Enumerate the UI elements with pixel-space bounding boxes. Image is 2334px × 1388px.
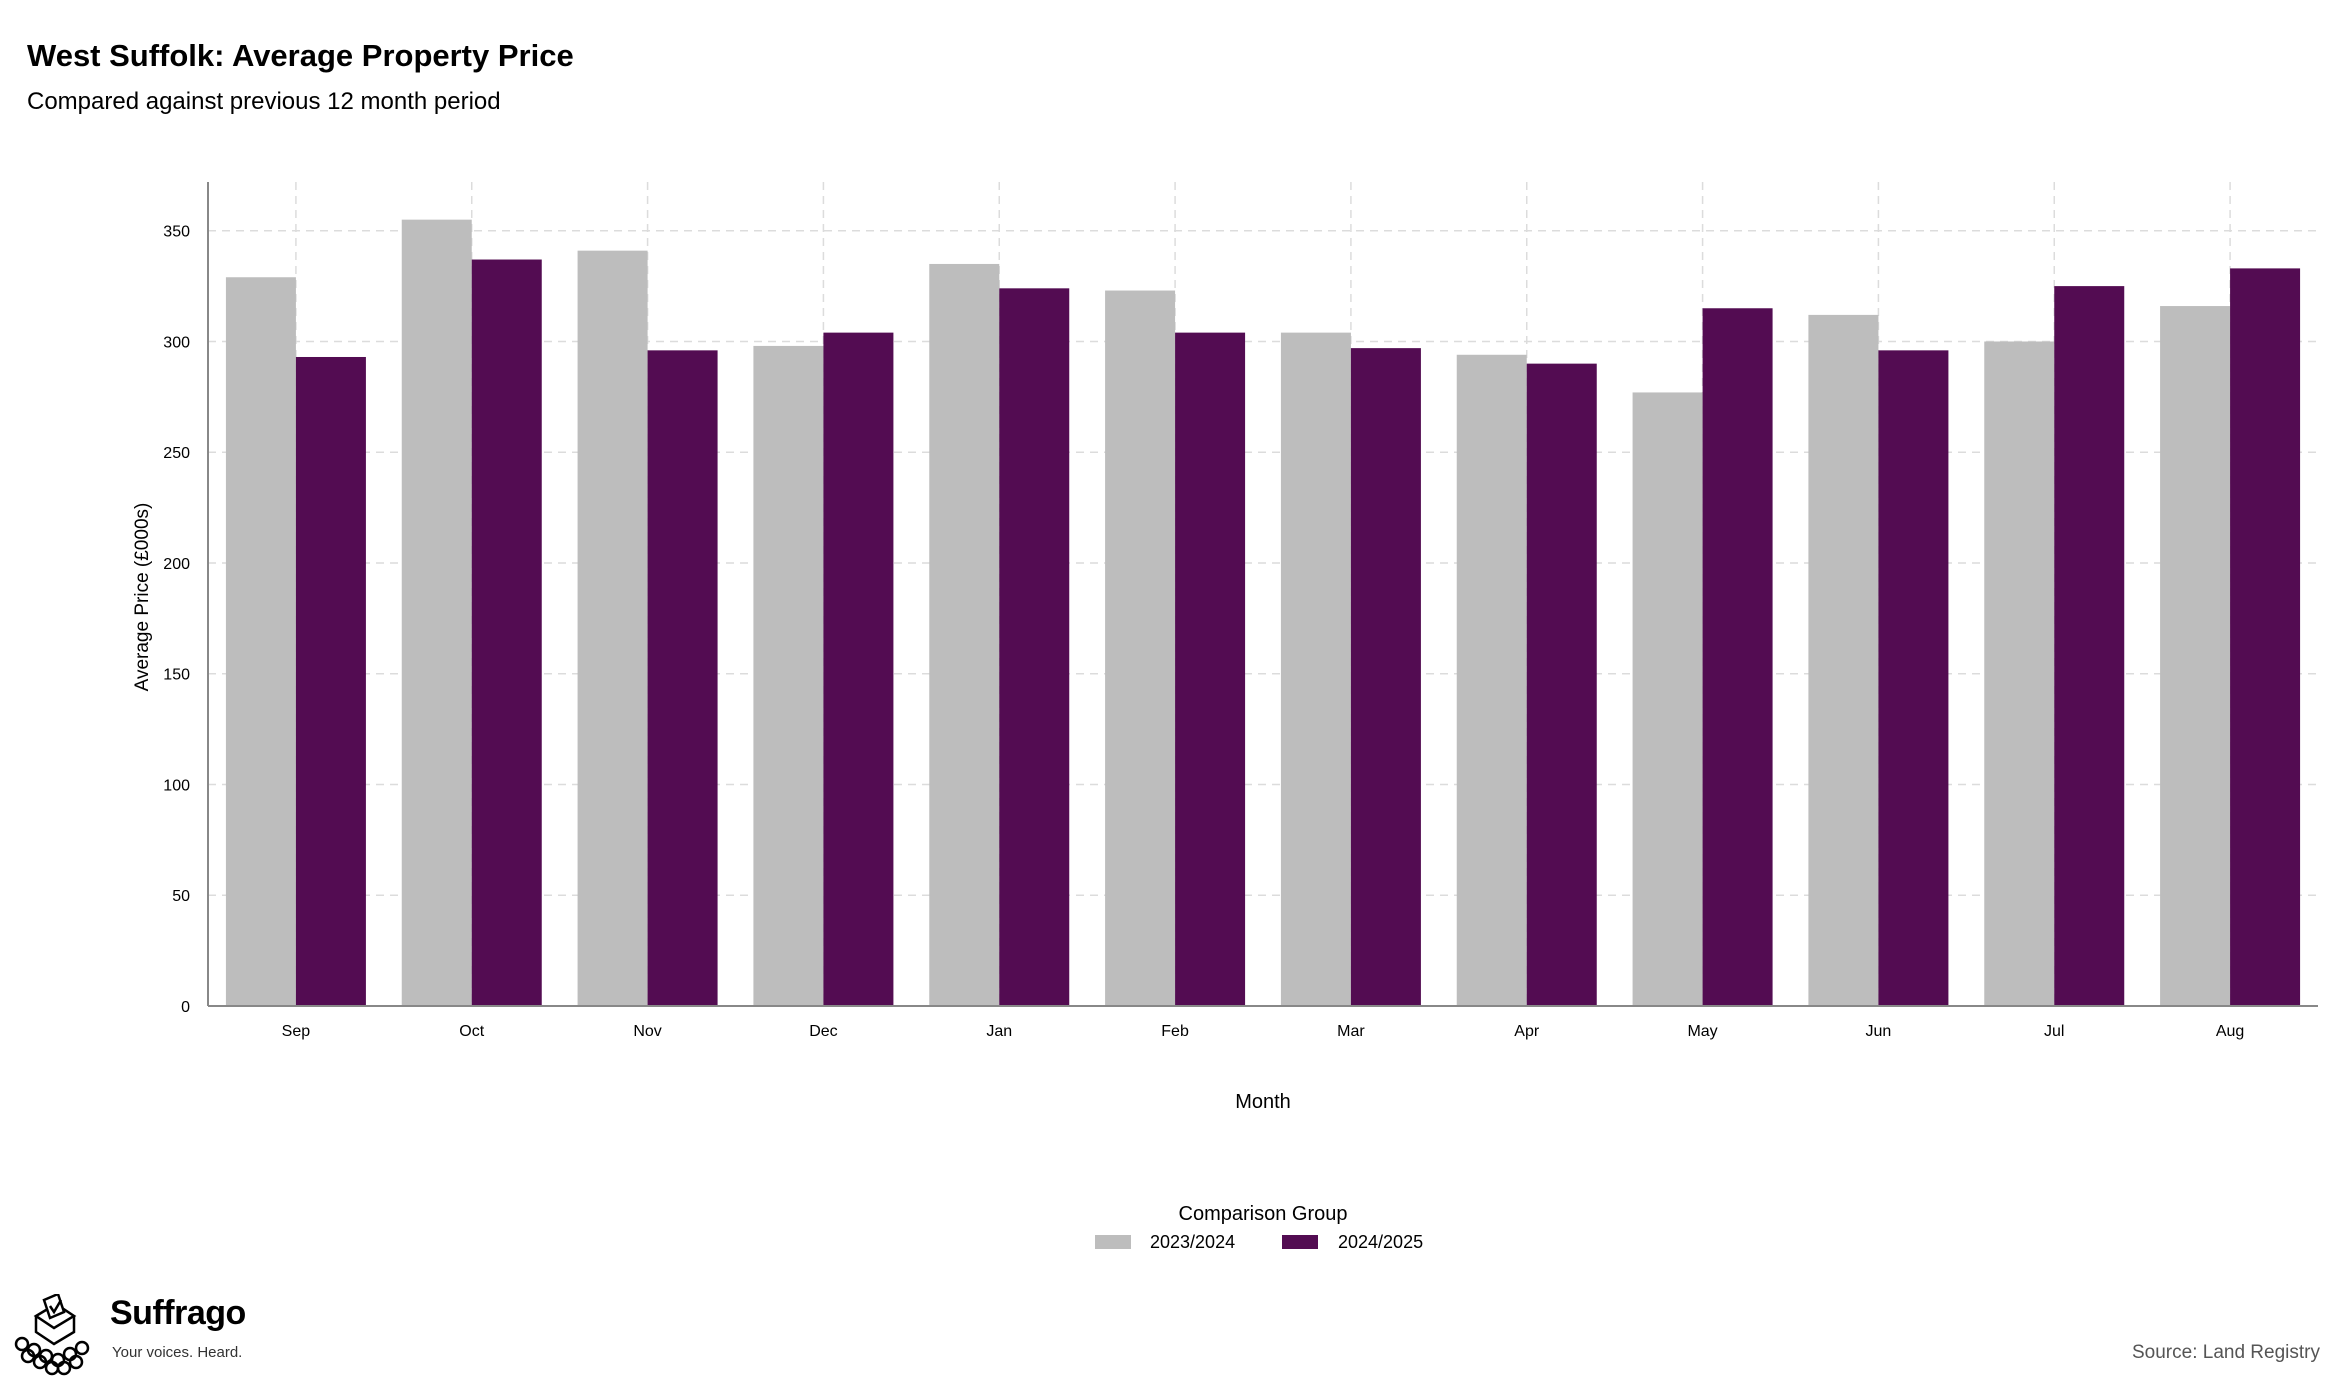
- chart-subtitle: Compared against previous 12 month perio…: [27, 88, 501, 115]
- x-tick-label: Jan: [986, 1023, 1012, 1040]
- brand-logo: Suffrago Your voices. Heard.: [14, 1294, 274, 1376]
- x-tick-label: May: [1687, 1023, 1717, 1040]
- x-tick-label: Mar: [1337, 1023, 1365, 1040]
- bar-2023-2024-jul: [1984, 341, 2055, 1006]
- legend-title: Comparison Group: [1179, 1203, 1348, 1225]
- source-note: Source: Land Registry: [2132, 1342, 2320, 1363]
- legend-swatch-2024-2025: [1282, 1235, 1318, 1249]
- bar-2023-2024-dec: [753, 345, 824, 1007]
- bar-2023-2024-jun: [1808, 314, 1879, 1007]
- y-tick-label: 200: [163, 556, 190, 573]
- x-tick-label: Dec: [809, 1023, 837, 1040]
- bar-2024-2025-aug: [2230, 268, 2301, 1006]
- bar-2024-2025-may: [1702, 308, 1773, 1006]
- bar-2024-2025-feb: [1175, 332, 1246, 1006]
- bar-2023-2024-aug: [2160, 306, 2231, 1007]
- chart-title: West Suffolk: Average Property Price: [27, 38, 574, 73]
- x-tick-label: Apr: [1514, 1023, 1540, 1040]
- bar-2024-2025-sep: [295, 356, 366, 1006]
- bars: [225, 219, 2301, 1007]
- y-tick-label: 50: [172, 888, 190, 905]
- legend-label-2024-2025: 2024/2025: [1338, 1232, 1423, 1252]
- x-tick-label: Feb: [1161, 1023, 1189, 1040]
- y-axis-label: Average Price (£000s): [132, 503, 153, 692]
- bar-2024-2025-jul: [2054, 286, 2125, 1006]
- y-tick-label: 150: [163, 667, 190, 684]
- bar-2024-2025-jan: [999, 288, 1070, 1006]
- x-tick-label: Jul: [2044, 1023, 2064, 1040]
- bar-2024-2025-jun: [1878, 350, 1949, 1006]
- bar-2023-2024-sep: [225, 277, 296, 1006]
- bar-2023-2024-feb: [1105, 290, 1176, 1007]
- bar-2024-2025-apr: [1526, 363, 1597, 1006]
- y-tick-label: 100: [163, 777, 190, 794]
- y-tick-label: 300: [163, 334, 190, 351]
- x-tick-label: Oct: [459, 1023, 484, 1040]
- bar-2024-2025-oct: [471, 259, 542, 1007]
- x-tick-label: Sep: [282, 1023, 311, 1040]
- x-tick-label: Jun: [1866, 1023, 1892, 1040]
- y-tick-label: 350: [163, 224, 190, 241]
- bar-2023-2024-may: [1632, 392, 1703, 1006]
- bar-2023-2024-nov: [577, 250, 648, 1006]
- x-tick-label: Aug: [2216, 1023, 2244, 1040]
- x-axis-label: Month: [1235, 1091, 1291, 1113]
- x-tick-label: Nov: [633, 1023, 661, 1040]
- bar-2023-2024-oct: [401, 219, 472, 1007]
- bar-2023-2024-mar: [1280, 332, 1351, 1006]
- bar-2023-2024-apr: [1456, 354, 1527, 1007]
- axes: 0 50 100 150 200 250 300 350 Sep Oct Nov Dec Jan Feb M…: [163, 182, 2318, 1040]
- bar-2023-2024-jan: [929, 263, 1000, 1006]
- bar-2024-2025-nov: [647, 350, 718, 1006]
- brand-name: Suffrago: [110, 1294, 246, 1332]
- bar-2024-2025-dec: [823, 332, 894, 1006]
- legend-swatch-2023-2024: [1095, 1235, 1131, 1249]
- y-tick-label: 0: [181, 999, 190, 1016]
- legend: Comparison Group 2023/2024 2024/2025: [1095, 1203, 1423, 1252]
- bar-2024-2025-mar: [1350, 348, 1421, 1006]
- legend-label-2023-2024: 2023/2024: [1150, 1232, 1235, 1252]
- y-tick-label: 250: [163, 445, 190, 462]
- ballot-box-icon: [14, 1294, 90, 1376]
- brand-tagline: Your voices. Heard.: [112, 1344, 243, 1361]
